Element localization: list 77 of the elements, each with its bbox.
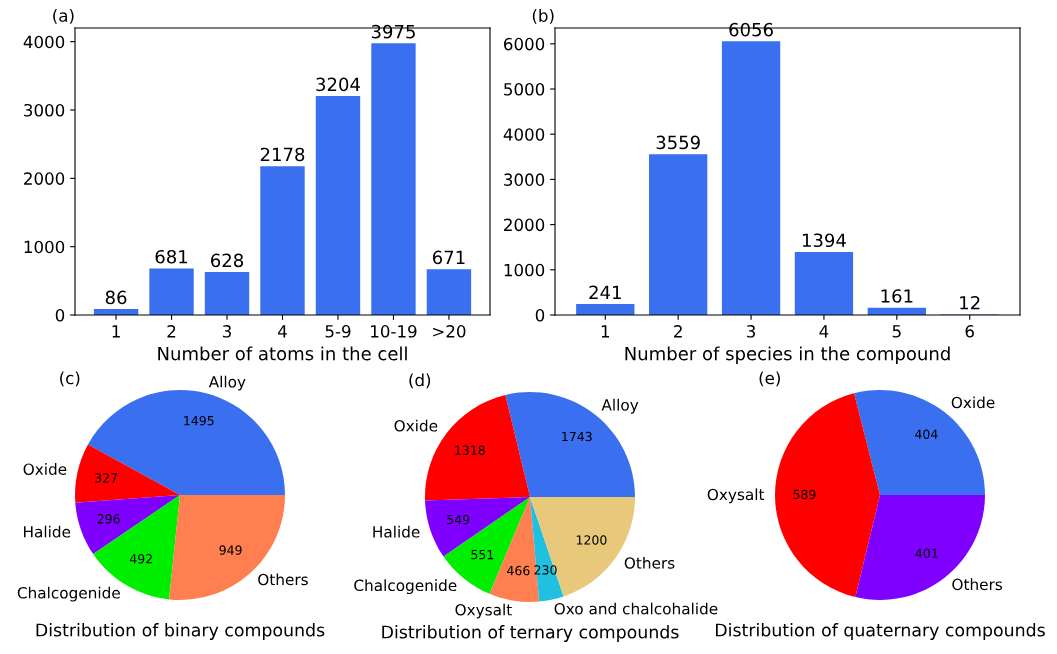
x-tick-label: 3: [747, 325, 756, 338]
slice-label: Halide: [373, 525, 420, 538]
slice-label: Oxide: [394, 419, 438, 432]
data-label: 466: [507, 565, 530, 576]
data-label: 161: [881, 289, 913, 303]
slice-label: Others: [952, 578, 1003, 591]
y-tick-label: 5000: [504, 82, 545, 96]
slice-label: Chalcogenide: [354, 579, 457, 595]
slice-label: Oxide: [23, 463, 67, 475]
slice-label: Alloy: [208, 375, 246, 391]
x-tick-label: 6: [965, 325, 974, 338]
data-label: 296: [97, 514, 120, 524]
x-tick-label: 5-9: [325, 325, 351, 338]
slice-label: Oxysalt: [455, 603, 512, 619]
data-label: 3204: [316, 77, 360, 92]
x-tick-label: 4: [819, 325, 829, 338]
y-tick-label: 3000: [504, 173, 545, 186]
y-tick-label: 0: [535, 308, 545, 322]
slice-label: Oxide: [951, 396, 995, 409]
slice-label: Chalcogenide: [17, 586, 120, 602]
x-tick-label: 2: [167, 325, 176, 338]
y-tick-label: 4000: [23, 35, 65, 49]
y-tick-label: 4000: [503, 128, 545, 141]
chart-title: (d): [409, 373, 431, 389]
chart-title: (a): [53, 9, 74, 24]
data-label: 1743: [562, 431, 592, 442]
x-tick-label: 5: [892, 325, 901, 338]
data-label: 628: [211, 253, 244, 268]
slice-label: Oxysalt: [707, 488, 765, 504]
data-label: 589: [793, 489, 816, 500]
data-label: 671: [432, 250, 465, 265]
text: Distribution of binary compounds: [36, 623, 325, 640]
data-label: 86: [105, 290, 127, 305]
y-tick-label: 0: [55, 308, 65, 322]
x-tick-label: 3: [222, 325, 231, 338]
x-axis-title: Number of atoms in the cell: [158, 346, 407, 361]
data-label: 549: [447, 514, 470, 525]
data-label: 1318: [455, 445, 485, 455]
data-label: 1495: [184, 415, 214, 426]
slice-label: Oxo and chalcohalide: [554, 602, 718, 615]
data-label: 3559: [656, 135, 700, 150]
x-tick-label: 10-19: [371, 325, 417, 338]
y-tick-label: 1000: [24, 240, 65, 254]
x-tick-label: >20: [433, 325, 466, 338]
data-label: 2178: [260, 147, 305, 162]
data-label: 1200: [576, 535, 607, 545]
y-tick-label: 2000: [24, 172, 65, 185]
x-axis-title: Number of species in the compound: [625, 346, 950, 364]
y-tick-label: 2000: [504, 218, 545, 232]
data-label: 404: [915, 429, 938, 439]
slice-label: Halide: [24, 525, 71, 538]
slice-label: Alloy: [601, 398, 639, 414]
x-tick-label: 4: [278, 325, 287, 338]
slice-label: Others: [258, 573, 308, 586]
x-tick-label: 1: [601, 325, 610, 338]
text: Distribution of quaternary compounds: [716, 623, 1045, 640]
data-label: 3975: [371, 24, 415, 39]
data-label: 327: [95, 473, 117, 483]
x-tick-label: 2: [674, 325, 682, 338]
text: Distribution of ternary compounds: [382, 625, 679, 642]
chart-title: (b): [532, 9, 554, 24]
data-label: 401: [915, 548, 938, 559]
data-label: 6056: [729, 22, 773, 37]
chart-title: (e): [759, 371, 780, 387]
y-tick-label: 3000: [24, 103, 65, 117]
data-label: 551: [471, 550, 494, 560]
x-tick-label: 1: [112, 325, 120, 338]
chart-title: (c): [60, 371, 80, 387]
data-label: 949: [219, 545, 242, 555]
y-tick-label: 6000: [504, 37, 545, 51]
y-tick-label: 1000: [504, 263, 545, 277]
data-label: 241: [589, 285, 621, 299]
data-label: 12: [960, 295, 980, 310]
data-label: 1394: [802, 233, 846, 248]
slice-label: Others: [624, 556, 675, 569]
data-label: 681: [155, 249, 188, 264]
data-label: 492: [129, 554, 152, 564]
